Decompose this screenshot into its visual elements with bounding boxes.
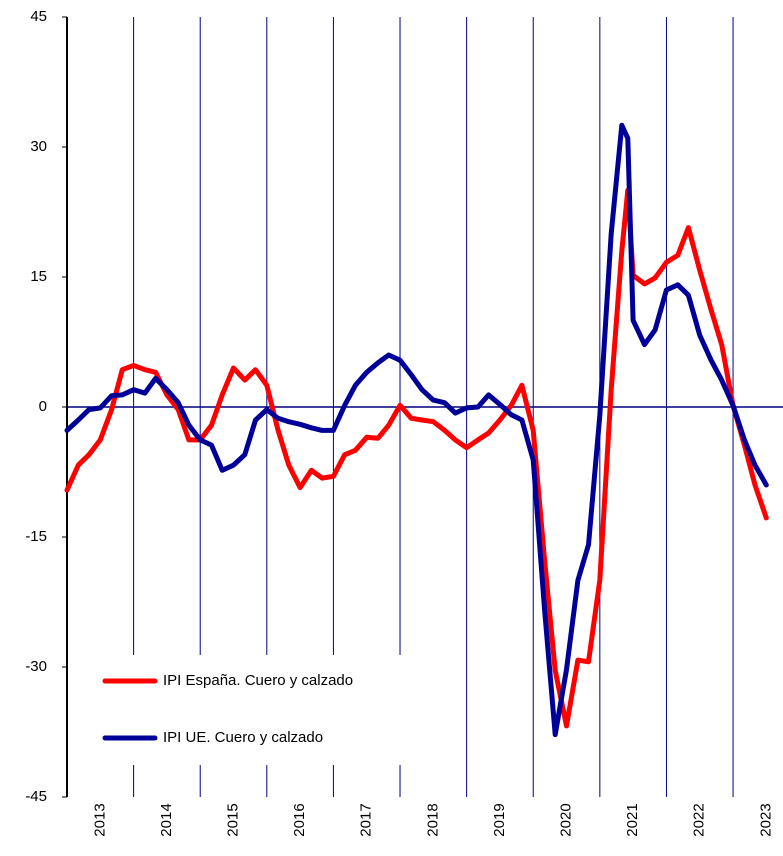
x-tick-label: 2017	[358, 803, 375, 836]
x-tick-label: 2019	[491, 803, 508, 836]
x-tick-label: 2014	[158, 803, 175, 836]
y-tick-label: -45	[25, 788, 47, 805]
y-tick-label: -15	[25, 528, 47, 545]
x-tick-label: 2015	[224, 803, 241, 836]
x-tick-label: 2020	[558, 803, 575, 836]
x-tick-label: 2018	[424, 803, 441, 836]
y-tick-label: 45	[30, 8, 47, 25]
series-line	[64, 187, 769, 729]
x-tick-label: 2022	[691, 803, 708, 836]
x-tick-label: 2021	[624, 803, 641, 836]
x-tick-label: 2013	[91, 803, 108, 836]
legend-label: IPI UE. Cuero y calzado	[163, 729, 323, 746]
y-tick-label: -30	[25, 658, 47, 675]
y-tick-label: 0	[39, 398, 47, 415]
x-tick-label: 2016	[291, 803, 308, 836]
legend-box	[98, 655, 418, 765]
series-line	[64, 122, 769, 738]
legend-label: IPI España. Cuero y calzado	[163, 672, 353, 689]
y-tick-label: 15	[30, 268, 47, 285]
y-tick-label: 30	[30, 138, 47, 155]
x-tick-label: 2023	[757, 803, 774, 836]
